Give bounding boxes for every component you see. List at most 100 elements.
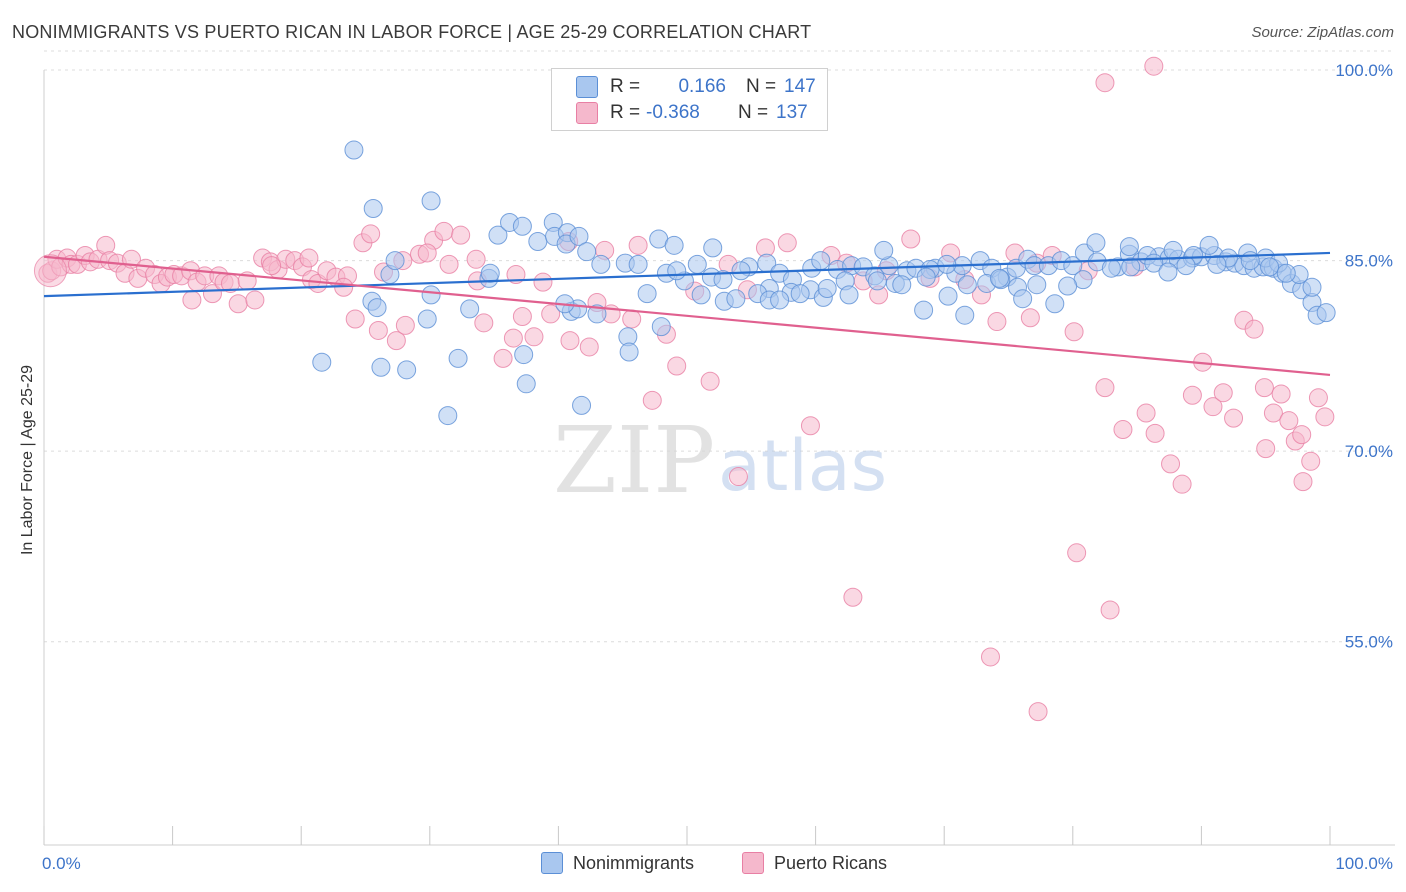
legend-n-value: 137 — [776, 102, 808, 123]
point-puerto-ricans — [667, 356, 687, 376]
point-nonimmigrants — [417, 309, 437, 329]
point-nonimmigrants — [989, 268, 1009, 288]
point-puerto-ricans — [439, 254, 459, 274]
point-nonimmigrants — [385, 251, 405, 271]
point-nonimmigrants — [867, 271, 887, 291]
point-puerto-ricans — [1271, 384, 1291, 404]
watermark-atlas: atlas — [718, 425, 887, 507]
point-nonimmigrants — [726, 289, 746, 309]
point-puerto-ricans — [1100, 600, 1120, 620]
point-nonimmigrants — [790, 284, 810, 304]
point-nonimmigrants — [514, 345, 534, 365]
point-nonimmigrants — [713, 270, 733, 290]
legend-r-value: 0.166 — [678, 76, 726, 97]
point-puerto-ricans — [1315, 407, 1335, 427]
point-puerto-ricans — [1263, 403, 1283, 423]
point-puerto-ricans — [560, 331, 580, 351]
point-nonimmigrants — [312, 352, 332, 372]
point-nonimmigrants — [1260, 257, 1280, 277]
point-nonimmigrants — [703, 238, 723, 258]
point-puerto-ricans — [493, 348, 513, 368]
legend-label-puerto-ricans: Puerto Ricans — [774, 852, 888, 873]
point-puerto-ricans — [1224, 408, 1244, 428]
point-puerto-ricans — [386, 331, 406, 351]
point-puerto-ricans — [434, 221, 454, 241]
point-nonimmigrants — [637, 284, 657, 304]
point-puerto-ricans — [1028, 702, 1048, 722]
legend-swatch-blue — [576, 76, 598, 98]
watermark-zip: ZIP — [553, 407, 715, 514]
point-puerto-ricans — [451, 225, 471, 245]
point-puerto-ricans — [202, 284, 222, 304]
point-puerto-ricans — [728, 467, 748, 487]
legend-row-nonimmigrants: R = 0.166 N = 147 — [576, 76, 816, 98]
point-puerto-ricans — [1244, 319, 1264, 339]
point-puerto-ricans — [987, 312, 1007, 332]
point-puerto-ricans — [262, 256, 282, 276]
point-nonimmigrants — [914, 300, 934, 320]
point-nonimmigrants — [577, 242, 597, 262]
legend-label-nonimmigrants: Nonimmigrants — [573, 852, 695, 873]
point-puerto-ricans — [1293, 472, 1313, 492]
point-nonimmigrants — [344, 140, 364, 160]
point-puerto-ricans — [417, 243, 437, 263]
legend-item-nonimmigrants: Nonimmigrants — [541, 852, 694, 874]
point-nonimmigrants — [628, 254, 648, 274]
x-tick-label: 0.0% — [42, 854, 81, 873]
y-tick-label: 70.0% — [1345, 442, 1393, 461]
point-nonimmigrants — [817, 279, 837, 299]
point-puerto-ricans — [466, 249, 486, 269]
series-nonimmigrants — [312, 140, 1336, 426]
point-puerto-ricans — [182, 290, 202, 310]
series-puerto-ricans — [33, 56, 1335, 722]
point-nonimmigrants — [770, 290, 790, 310]
point-puerto-ricans — [345, 309, 365, 329]
point-nonimmigrants — [587, 304, 607, 324]
point-puerto-ricans — [361, 224, 381, 244]
point-nonimmigrants — [1207, 254, 1227, 274]
legend-bottom: Nonimmigrants Puerto Ricans — [0, 852, 1406, 878]
point-puerto-ricans — [368, 320, 388, 340]
point-nonimmigrants — [460, 299, 480, 319]
point-puerto-ricans — [245, 290, 265, 310]
point-nonimmigrants — [1163, 240, 1183, 260]
point-nonimmigrants — [1199, 235, 1219, 255]
point-nonimmigrants — [839, 285, 859, 305]
point-puerto-ricans — [1064, 322, 1084, 342]
point-puerto-ricans — [1213, 383, 1233, 403]
point-puerto-ricans — [1292, 425, 1312, 445]
point-puerto-ricans — [1095, 73, 1115, 93]
point-nonimmigrants — [1027, 275, 1047, 295]
point-nonimmigrants — [488, 225, 508, 245]
point-puerto-ricans — [1020, 308, 1040, 328]
point-puerto-ricans — [980, 647, 1000, 667]
point-nonimmigrants — [1276, 263, 1296, 283]
point-nonimmigrants — [731, 261, 751, 281]
point-puerto-ricans — [1279, 411, 1299, 431]
point-nonimmigrants — [438, 406, 458, 426]
point-nonimmigrants — [421, 191, 441, 211]
point-nonimmigrants — [1101, 258, 1121, 278]
point-puerto-ricans — [1113, 420, 1133, 440]
point-nonimmigrants — [448, 348, 468, 368]
point-nonimmigrants — [1119, 237, 1139, 257]
legend-swatch-pink — [742, 852, 764, 874]
point-puerto-ricans — [1067, 543, 1087, 563]
point-nonimmigrants — [371, 357, 391, 377]
point-nonimmigrants — [1013, 289, 1033, 309]
point-nonimmigrants — [480, 263, 500, 283]
point-puerto-ricans — [1136, 403, 1156, 423]
point-puerto-ricans — [1172, 474, 1192, 494]
legend-swatch-blue — [541, 852, 563, 874]
chart-title: NONIMMIGRANTS VS PUERTO RICAN IN LABOR F… — [12, 22, 812, 42]
point-puerto-ricans — [299, 248, 319, 268]
x-tick-label: 100.0% — [1335, 854, 1393, 873]
point-nonimmigrants — [938, 286, 958, 306]
point-puerto-ricans — [1182, 385, 1202, 405]
point-puerto-ricans — [1256, 439, 1276, 459]
point-nonimmigrants — [1240, 251, 1260, 271]
y-tick-label: 85.0% — [1345, 252, 1393, 271]
point-nonimmigrants — [397, 360, 417, 380]
point-nonimmigrants — [516, 374, 536, 394]
point-nonimmigrants — [1158, 262, 1178, 282]
